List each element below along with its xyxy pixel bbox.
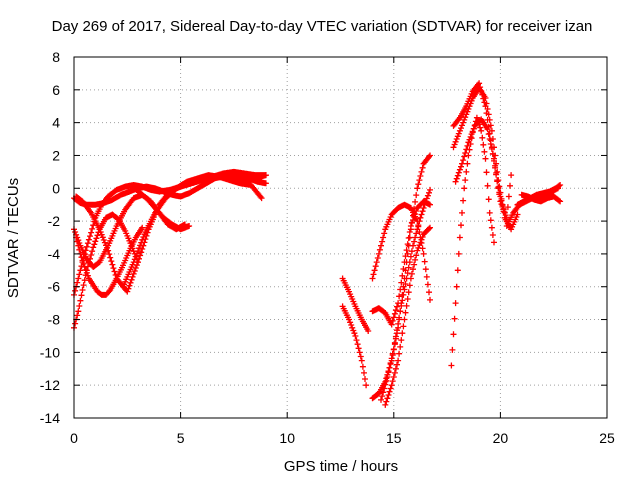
series-6 [73, 224, 146, 298]
y-tick-label: 0 [52, 180, 60, 196]
y-tick-label: -8 [48, 312, 61, 328]
series-6-points [73, 224, 146, 298]
series-19 [450, 80, 508, 216]
x-tick-label: 20 [493, 430, 509, 446]
series-7-points [120, 172, 265, 290]
series-14-points [369, 198, 433, 328]
series-8 [135, 188, 193, 233]
x-tick-label: 5 [177, 430, 185, 446]
y-tick-label: -4 [48, 246, 61, 262]
series-11 [369, 152, 433, 402]
series-12-points [369, 201, 433, 303]
y-tick-label: -12 [40, 377, 60, 393]
y-tick-label: -10 [40, 344, 60, 360]
series-10-points [339, 303, 370, 389]
series-11-points [369, 152, 433, 402]
series-15 [382, 224, 433, 408]
axes-layer: 0 5 10 15 20 25 -14 -12 -10 -8 -6 -4 -2 0 2 4 6 8 [40, 49, 615, 446]
series-7 [120, 172, 265, 290]
y-tick-label: -2 [48, 213, 61, 229]
series-10 [339, 303, 370, 389]
series-22 [518, 191, 564, 205]
y-tick-label: -14 [40, 410, 60, 426]
series-16-points [448, 114, 497, 369]
x-tick-label: 0 [70, 430, 78, 446]
y-tick-label: 2 [52, 147, 60, 163]
series-13 [378, 186, 433, 403]
series-19-points [450, 80, 508, 216]
series-8-points [135, 188, 193, 233]
series-9 [339, 275, 372, 334]
y-axis-title: SDTVAR / TECUs [5, 178, 22, 298]
y-tick-label: 6 [52, 82, 60, 98]
series-15-points [382, 224, 433, 408]
y-tick-label: 8 [52, 49, 60, 65]
y-tick-label: -6 [48, 279, 61, 295]
series-14 [369, 198, 433, 328]
x-tick-label: 25 [599, 430, 615, 446]
chart-title: Day 269 of 2017, Sidereal Day-to-day VTE… [52, 18, 593, 35]
marks-layer [71, 80, 564, 408]
series-12 [369, 201, 433, 303]
series-9-points [339, 275, 372, 334]
series-13-points [378, 186, 433, 403]
x-tick-label: 15 [386, 430, 402, 446]
y-tick-label: 4 [52, 115, 60, 131]
grid-layer [74, 57, 607, 418]
x-axis-title: GPS time / hours [284, 458, 398, 475]
plot-frame [73, 56, 608, 419]
series-22-points [518, 191, 564, 205]
series-16 [448, 114, 497, 369]
x-tick-label: 10 [279, 430, 295, 446]
